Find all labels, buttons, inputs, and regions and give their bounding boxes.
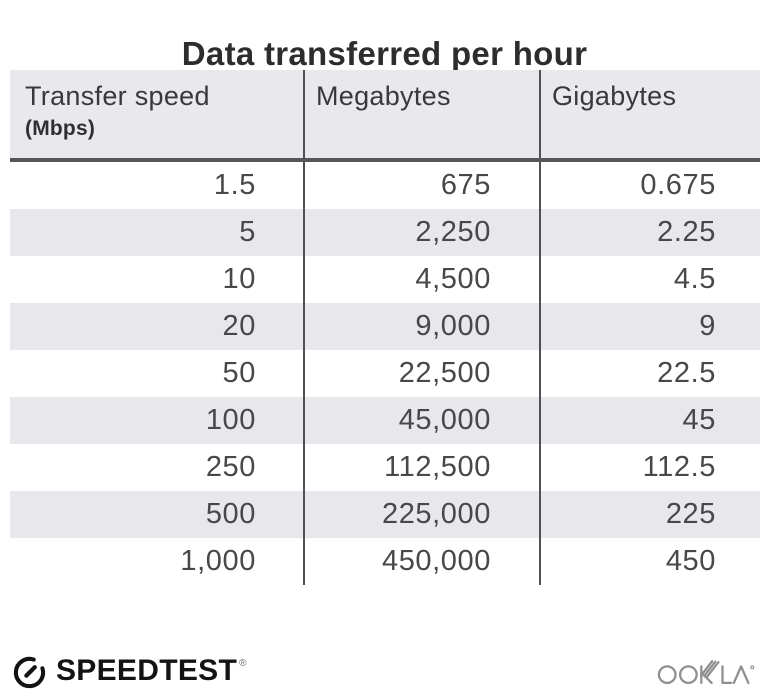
column-header-transfer-speed: Transfer speed (Mbps) [10, 70, 303, 158]
table-cell: 675 [303, 162, 539, 209]
column-header-megabytes: Megabytes [303, 70, 539, 158]
table-cell: 100 [205, 404, 256, 436]
column-header-label: Transfer speed [25, 81, 210, 111]
table-cell: 500 [205, 498, 256, 530]
table-cell: 1.5 [213, 169, 256, 201]
table-cell: 45,000 [303, 397, 539, 444]
table-cell: 112.5 [539, 444, 760, 491]
table-cell: 22.5 [539, 350, 760, 397]
column-header-label: Gigabytes [552, 81, 677, 111]
column-header-sublabel: (Mbps) [25, 117, 96, 140]
table-cell: 10 [222, 263, 256, 295]
ookla-logo: OOKLA [657, 655, 757, 691]
speedtest-wordmark: SPEEDTEST [56, 654, 238, 687]
table-row: 50 22,500 22.5 [10, 350, 760, 397]
table-cell: 0.675 [539, 162, 760, 209]
table-cell: 2,250 [303, 209, 539, 256]
table-cell: 45 [539, 397, 760, 444]
table-row: 1.5 675 0.675 [10, 162, 760, 209]
table-row: 20 9,000 9 [10, 303, 760, 350]
table-row: 1,000 450,000 450 [10, 538, 760, 585]
table-row: 500 225,000 225 [10, 491, 760, 538]
speedtest-logo: SPEEDTEST ® [12, 652, 246, 690]
table-cell: 250 [205, 451, 256, 483]
table-cell: 450,000 [303, 538, 539, 585]
table-body: 1.5 675 0.675 5 2,250 2.25 10 4,500 4.5 20 9,000 9 5… [10, 162, 760, 585]
table-cell: 450 [539, 538, 760, 585]
page-title: Data transferred per hour [181, 35, 588, 73]
table-cell: 9,000 [303, 303, 539, 350]
registered-trademark-icon: ® [239, 658, 247, 669]
table-header-row: Transfer speed (Mbps) Megabytes Gigabyte… [10, 70, 760, 162]
table-cell: 4.5 [539, 256, 760, 303]
table-cell: 225 [539, 491, 760, 538]
table-cell: 20 [222, 310, 256, 342]
column-header-gigabytes: Gigabytes [539, 70, 760, 158]
table-cell: 112,500 [303, 444, 539, 491]
column-header-label: Megabytes [316, 81, 451, 111]
data-table: Transfer speed (Mbps) Megabytes Gigabyte… [10, 70, 760, 585]
table-row: 250 112,500 112.5 [10, 444, 760, 491]
table-row: 5 2,250 2.25 [10, 209, 760, 256]
table-row: 100 45,000 45 [10, 397, 760, 444]
table-row: 10 4,500 4.5 [10, 256, 760, 303]
table-cell: 5 [239, 216, 256, 248]
ookla-wordmark-icon [657, 660, 755, 685]
table-cell: 1,000 [180, 545, 256, 577]
table-cell: 2.25 [539, 209, 760, 256]
table-cell: 4,500 [303, 256, 539, 303]
table-cell: 9 [539, 303, 760, 350]
speedtest-gauge-icon [13, 656, 46, 689]
table-cell: 225,000 [303, 491, 539, 538]
table-cell: 22,500 [303, 350, 539, 397]
table-cell: 50 [222, 357, 256, 389]
